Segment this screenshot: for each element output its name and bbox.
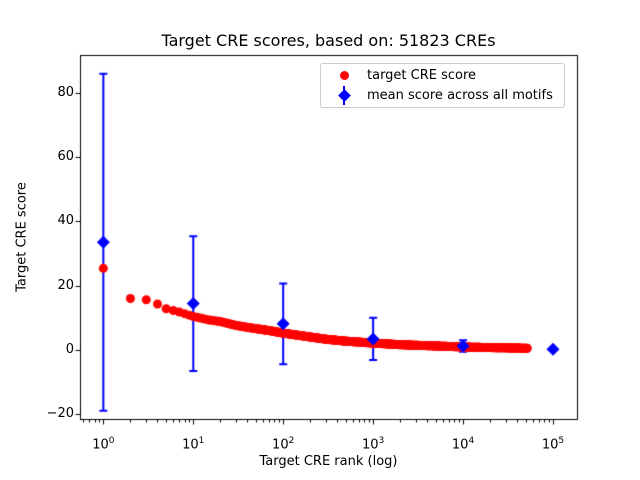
x-tick-label: 105 [541, 436, 565, 453]
x-tick-label: 103 [361, 436, 385, 453]
x-tick-label: 100 [92, 436, 115, 453]
y-axis-label: Target CRE score [14, 182, 30, 292]
legend: target CRE score mean score across all m… [320, 63, 565, 108]
legend-label: mean score across all motifs [367, 87, 553, 103]
chart-title: Target CRE scores, based on: 51823 CREs [161, 31, 496, 50]
y-tick-label: 20 [57, 277, 74, 293]
legend-entry-target-cre-score: target CRE score [321, 66, 564, 85]
y-tick-label: 80 [57, 85, 74, 101]
y-tick-label: 0 [65, 341, 74, 357]
x-tick-label: 102 [272, 436, 295, 453]
x-tick-label: 101 [182, 436, 205, 453]
x-tick-label: 104 [451, 436, 475, 453]
x-axis-label: Target CRE rank (log) [259, 454, 398, 469]
legend-entry-mean-score: mean score across all motifs [321, 85, 564, 105]
red-dot-marker-icon [321, 66, 367, 85]
y-tick-label: −20 [46, 406, 74, 422]
blue-diamond-errorbar-marker-icon [321, 85, 367, 105]
y-tick-label: 40 [57, 213, 74, 229]
legend-label: target CRE score [367, 68, 477, 84]
y-tick-label: 60 [57, 149, 74, 165]
